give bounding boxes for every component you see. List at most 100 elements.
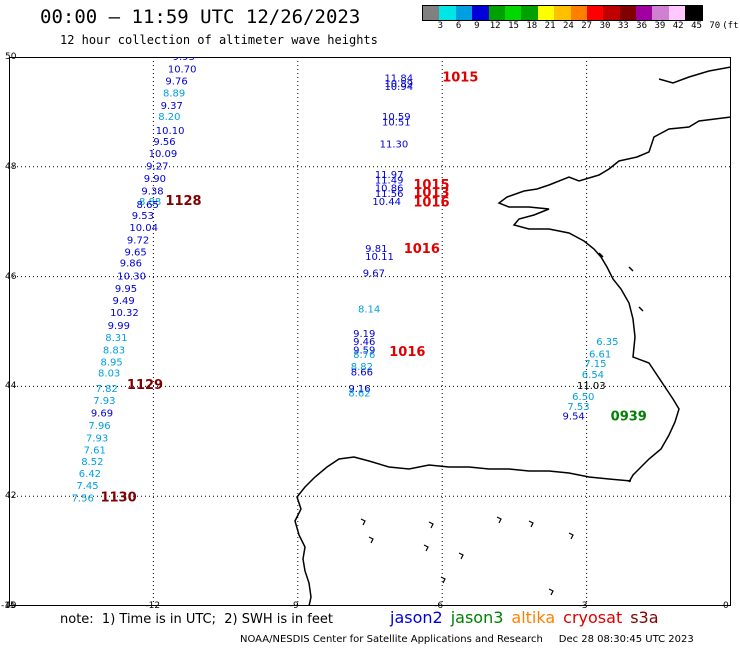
wave-height-value: 10.04 [129,223,158,234]
pass-time-label: 1016 [389,345,425,360]
wave-height-value: 8.20 [158,112,180,123]
wave-height-value: 11.84 [384,74,413,85]
color-swatch-14 [652,6,669,20]
wave-height-value: 9.16 [348,384,370,395]
wave-height-value: 10.30 [117,271,146,282]
latitude-tick-label: 40 [5,601,17,611]
latitude-tick-label: 48 [5,161,17,172]
inland-water-feature [428,521,434,529]
wave-height-value: 9.76 [165,76,187,87]
color-scale-label: 36 [636,21,648,31]
wave-height-value: 10.89 [384,79,413,90]
map-subtitle: 12 hour collection of altimeter wave hei… [60,33,378,47]
map-plot-area: 9.93 10.70 9.76 8.89 9.37 8.20 10.10 9.56 10.09 9… [9,57,731,606]
wave-height-value: 9.38 [141,186,163,197]
longitude-tick-label: -15 [1,601,16,611]
wave-height-value: 8.62 [348,388,370,399]
color-swatch-11 [603,6,620,20]
color-swatch-13 [636,6,653,20]
wave-height-value: 8.82 [351,362,373,373]
color-scale-label: 3 [437,21,444,31]
color-scale-label: 12 [489,21,501,31]
wave-height-value: 9.54 [563,411,585,422]
color-swatch-1 [439,6,456,20]
wave-height-value: 10.10 [156,126,185,137]
color-swatch-3 [472,6,489,20]
credit-line: NOAA/NESDIS Center for Satellite Applica… [240,634,694,645]
coastline-2 [294,456,632,606]
wave-height-value: 11.49 [375,175,404,186]
pass-time-label: 1130 [100,491,136,506]
wave-height-value: 9.99 [108,321,130,332]
wave-height-value: 8.52 [81,457,103,468]
inland-water-feature [423,544,429,552]
wave-height-value: 9.95 [115,284,137,295]
legend-entry-s3a: s3a [630,608,659,627]
color-scale-label: 24 [562,21,574,31]
color-scale-label: 6 [455,21,462,31]
wave-height-value: 6.61 [589,349,611,360]
wave-height-value: 8.03 [98,369,120,380]
legend-entry-jason2: jason2 [390,608,443,627]
latitude-tick-label: 44 [5,381,17,392]
wave-height-value: 9.72 [127,236,149,247]
pass-time-label: 0939 [611,409,647,424]
color-swatch-9 [570,6,587,20]
wave-height-value: 6.35 [596,337,618,348]
latitude-tick-label: 42 [5,491,17,502]
color-scale-label: 45 [691,21,702,31]
color-swatch-10 [586,6,604,20]
wave-height-value: 10.86 [375,184,404,195]
wave-height-value: 9.59 [353,345,375,356]
wave-height-value: 7.93 [86,433,108,444]
color-swatch-2 [455,6,473,20]
satellite-legend: jason2 jason3 altika cryosat s3a [390,608,667,627]
color-scale-label: 30 [599,21,611,31]
wave-height-value: 6.50 [572,392,594,403]
wave-height-value: 8.89 [163,89,185,100]
wave-height-value: 10.70 [168,64,197,75]
legend-entry-jason3: jason3 [450,608,504,627]
pass-time-label: 1015 [413,178,449,193]
wave-height-value: 9.53 [132,211,154,222]
longitude-tick-label: 0 [723,601,729,611]
color-scale-label: 39 [654,21,666,31]
coastline-3 [628,266,634,272]
wave-height-value: 10.51 [382,118,411,129]
longitude-tick-label: -9 [289,601,299,611]
color-swatch-8 [554,6,571,20]
color-scale-label: 33 [617,21,629,31]
wave-height-value: 7.45 [76,481,98,492]
wave-height-value: 9.67 [363,269,385,280]
wave-height-value: 10.94 [384,82,413,93]
inland-water-feature [368,536,374,544]
pass-time-label: 1015 [442,71,478,86]
color-scale-bar [422,5,703,21]
color-swatch-4 [488,6,505,20]
inland-water-feature [528,520,534,528]
wave-height-value: 6.54 [582,370,604,381]
inland-water-feature [360,518,366,526]
pass-time-label: 1016 [404,242,440,257]
wave-height-value: 9.81 [365,244,387,255]
color-swatch-7 [537,6,555,20]
pass-time-label: 1016 [413,195,449,210]
wave-height-value: 9.65 [125,248,147,259]
wave-height-value: 11.56 [375,189,404,200]
wave-height-value: 6.42 [79,469,101,480]
wave-height-value: 8.76 [353,350,375,361]
color-scale-unit: (ft) [722,21,740,31]
color-scale-label: 9 [474,21,480,31]
wave-height-value: 8.88 [139,197,161,208]
pass-time-label: 1129 [127,378,163,393]
latitude-tick-label: 46 [5,271,17,282]
pass-time-label: 1128 [165,194,201,209]
legend-entry-cryosat: cryosat [563,608,623,627]
wave-height-value: 10.44 [372,197,401,208]
color-swatch-5 [504,6,522,20]
wave-height-value: 7.96 [88,421,110,432]
wave-height-value: 10.32 [110,308,139,319]
map-title: 00:00 – 11:59 UTC 12/26/2023 [40,6,361,28]
wave-height-value: 8.14 [358,304,380,315]
inland-water-feature [496,516,502,524]
